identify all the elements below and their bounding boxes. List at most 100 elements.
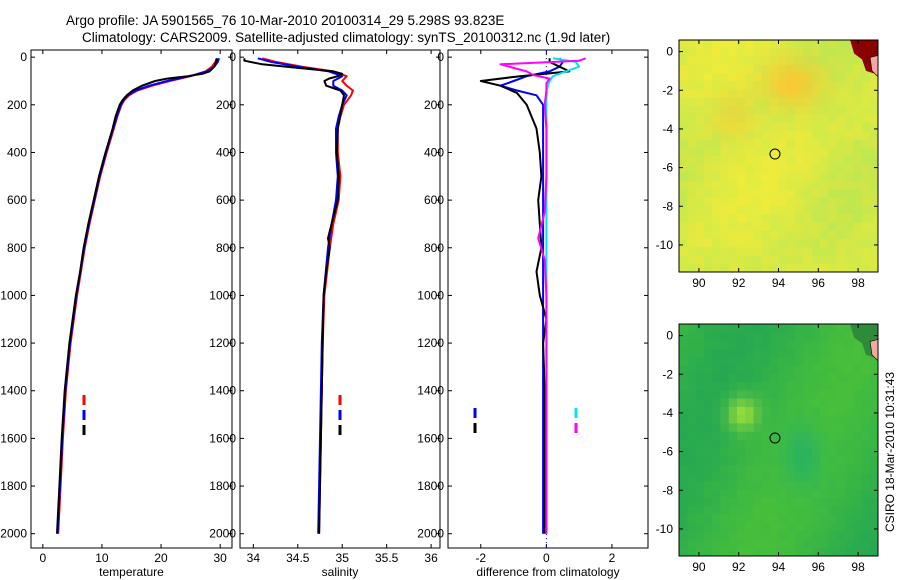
sla_map-cell [820, 415, 829, 424]
sla_map-cell [745, 489, 755, 499]
sla_map-cell [820, 340, 829, 350]
sst_map-cell [795, 156, 804, 165]
sla_map-cell [761, 373, 771, 383]
sst_map-cell [745, 40, 755, 49]
sla_map-cell [679, 373, 688, 383]
sst_map-cell [853, 114, 862, 124]
sla_map-cell [737, 448, 746, 458]
sla_map-cell [703, 390, 713, 400]
sla_map-cell [820, 547, 829, 556]
sst_map-cell [761, 247, 771, 256]
sst_map-cell [745, 122, 755, 132]
sst_map-cell [861, 114, 871, 124]
sla_map-cell [728, 332, 738, 342]
sst_map-cell [861, 197, 871, 207]
salinity-series-line-2 [243, 58, 345, 534]
sla_map-cell [753, 423, 763, 433]
sla_map-cell [828, 448, 838, 458]
sst_map-cell [803, 81, 813, 91]
sst_map-cell [703, 156, 713, 165]
sla_map-cell [687, 498, 697, 507]
sst_map-cell [778, 73, 788, 82]
sst_map-cell [745, 48, 755, 58]
sst_map-cell [679, 205, 688, 215]
sla_map-cell [720, 373, 730, 383]
sst_map-cell [745, 139, 755, 149]
sst_map-cell [737, 122, 746, 132]
sla_map-cell [820, 373, 829, 383]
sla_map-cell [737, 415, 746, 424]
sst_map-cell [679, 114, 688, 124]
sst_map-cell [712, 89, 722, 99]
sla_map-cell [720, 382, 730, 391]
sst_map-cell [703, 106, 713, 116]
sla_map-cell [820, 464, 829, 474]
sla_map-cell [786, 473, 796, 482]
sst_map-cell [761, 114, 771, 124]
sst_map-cell [737, 147, 746, 157]
sla_map-cell [811, 340, 821, 350]
sla_map-cell [869, 489, 878, 499]
sla_map-cell [844, 431, 854, 441]
sst_map-cell [836, 255, 846, 265]
sla_map-cell [828, 531, 838, 540]
sla_map-cell [836, 431, 846, 441]
sst_map-cell [786, 64, 796, 74]
sst_map-cell [853, 98, 862, 107]
sst_map-cell [820, 139, 829, 149]
sst_map-cell [853, 73, 862, 82]
sst_map-cell [703, 122, 713, 132]
sst_map-cell [695, 255, 705, 265]
sst_map-cell [820, 230, 829, 240]
sst_map-cell [770, 263, 780, 272]
sst_map-cell [770, 147, 780, 157]
sst_map-cell [687, 131, 697, 140]
sla_map-cell [745, 324, 755, 333]
sst_map-cell [770, 214, 780, 223]
sst_map-cell [687, 64, 697, 74]
sst_map-cell [811, 131, 821, 140]
sst_map-cell [753, 64, 763, 74]
sla_map-cell [720, 440, 730, 449]
sla_map-cell [803, 522, 813, 532]
sst_map-cell [786, 106, 796, 116]
sla_map-cell [820, 522, 829, 532]
sst_map-cell [737, 205, 746, 215]
difference-xlabel: difference from climatology [476, 565, 619, 579]
sst_map-cell [687, 172, 697, 182]
sst_map-cell [811, 56, 821, 66]
sst_map-cell [869, 205, 878, 215]
sla_map-cell [836, 340, 846, 350]
sst_map-cell [720, 255, 730, 265]
salinity-ytick-label: 200 [216, 98, 236, 112]
sla_map-cell [836, 514, 846, 524]
sla_map-cell [795, 332, 804, 342]
sst_map-cell [728, 222, 738, 232]
sla_map-cell [786, 547, 796, 556]
sla_map-cell [861, 514, 871, 524]
sla_map-cell [770, 365, 780, 375]
sla_map-cell [844, 473, 854, 482]
sla_map-cell [679, 498, 688, 507]
sst_map-cell [861, 73, 871, 82]
sla_map-cell [811, 514, 821, 524]
sst_map-cell [836, 222, 846, 232]
sla_map-cell [679, 398, 688, 408]
sla_map-cell [828, 473, 838, 482]
sla_map-cell [703, 498, 713, 507]
sla_map-cell [844, 464, 854, 474]
sla_map-cell [687, 464, 697, 474]
difference-ytick-label: 400 [424, 145, 444, 159]
sst_map-cell [803, 40, 813, 49]
sst_map-cell [844, 197, 854, 207]
sst_map-cell [703, 238, 713, 248]
sla_map-cell [828, 406, 838, 416]
sst_map-cell [770, 56, 780, 66]
sla_map-cell [745, 539, 755, 549]
sla_map-cell [811, 481, 821, 491]
sla_map-cell [811, 506, 821, 516]
sla_map-cell [820, 406, 829, 416]
sla_map-cell [695, 473, 705, 482]
sst_map-cell [720, 247, 730, 256]
